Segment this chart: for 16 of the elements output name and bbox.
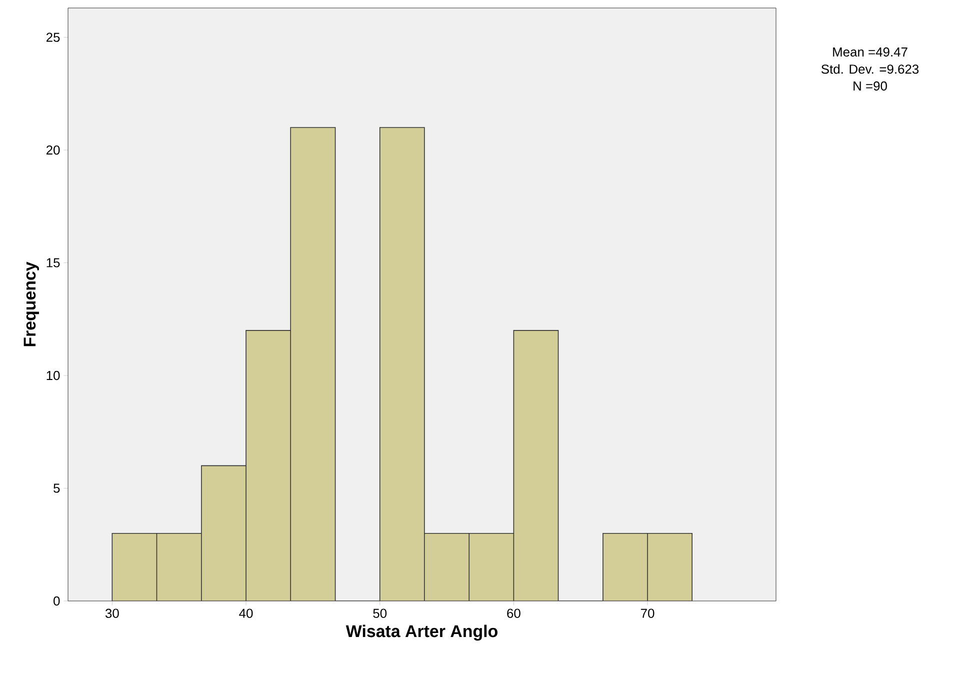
x-tick-label: 50	[373, 608, 387, 618]
x-tick-label: 40	[239, 608, 253, 618]
y-tick-label: 5	[54, 484, 60, 493]
y-tick-label: 0	[54, 596, 60, 606]
y-tick-label: 15	[46, 258, 60, 268]
text: N =90	[854, 81, 887, 91]
text: Mean =49.47	[833, 47, 908, 57]
y-tick-label: 10	[46, 370, 60, 380]
x-tick-label: 70	[641, 608, 654, 618]
x-axis-title: Wisata Arter Anglo	[346, 624, 498, 641]
x-tick-label: 30	[105, 608, 119, 618]
x-tick-label: 60	[507, 608, 520, 618]
y-tick-label: 25	[46, 32, 60, 42]
y-tick-label: 20	[46, 145, 60, 155]
y-axis-title: Frequency	[24, 262, 39, 346]
text: Std. Dev. =9.623	[821, 64, 919, 74]
